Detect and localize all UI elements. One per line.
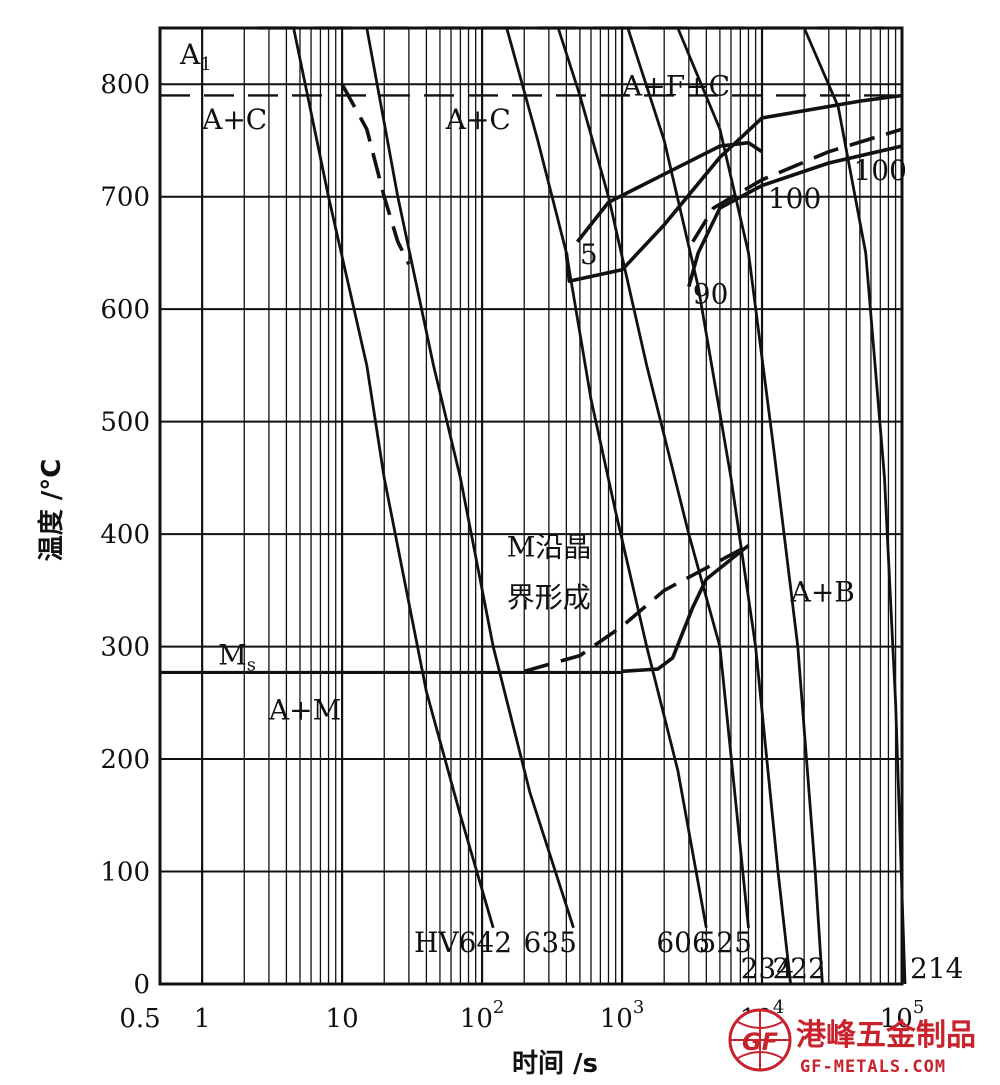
transform-line-pearlite-100 [691, 127, 903, 243]
cooling-curve-label: 214 [910, 952, 963, 985]
transform-line-pearlite-90 [687, 144, 903, 288]
globe-meridians-icon [730, 1010, 790, 1070]
y-tick-label: 400 [100, 520, 150, 550]
transform-line-upper-dashed [340, 83, 411, 265]
watermark-logo-text: GF [742, 1028, 779, 1056]
y-tick-labels: 0 100 200 300 400 500 600 700 800 [100, 70, 150, 1000]
annotation: 5 [580, 238, 598, 271]
annotation: A+M [268, 694, 341, 727]
x-tick-label: 0.5 [119, 1004, 160, 1034]
cooling-curve-label: 222 [772, 952, 825, 985]
y-tick-label: 0 [133, 970, 150, 1000]
y-tick-label: 300 [100, 633, 150, 663]
watermark: GF 港峰五金制品 GF-METALS.COM [728, 1008, 976, 1077]
cooling-curve-234 [626, 27, 792, 985]
x-axis-title: 时间 /s [512, 1049, 598, 1079]
x-tick-label: 102 [460, 997, 505, 1034]
annotation: 100 [853, 154, 906, 187]
annotation: 界形成 [507, 581, 591, 614]
annotation: M沿晶 [507, 531, 592, 564]
y-tick-label: 500 [100, 408, 150, 438]
ref-label-A1: A1 [179, 38, 212, 75]
y-tick-label: 200 [100, 745, 150, 775]
cooling-curve-606 [505, 27, 708, 929]
cooling-curve-HV642 [292, 27, 495, 929]
annotation: A+C [201, 103, 267, 136]
annotation: A+F+C [621, 69, 730, 102]
x-tick-label: 10 [326, 1004, 359, 1034]
cooling-curve-635 [365, 27, 575, 929]
annotation: A+C [445, 103, 511, 136]
cooling-curve-label: 606 [656, 926, 709, 959]
cooling-curve-label: 635 [524, 926, 577, 959]
annotation: 100 [768, 182, 821, 215]
y-axis-title: 温度 /°C [36, 459, 67, 562]
y-tick-label: 800 [100, 70, 150, 100]
grid-lines [160, 28, 902, 985]
ref-label-Ms: Ms [218, 638, 256, 675]
y-tick-label: 100 [100, 858, 150, 888]
cooling-curve-214 [802, 27, 907, 985]
y-tick-label: 700 [100, 183, 150, 213]
reference-lines: A1 Ms [160, 26, 902, 675]
watermark-en: GF-METALS.COM [800, 1057, 946, 1077]
cooling-curve-label: HV642 [414, 926, 512, 959]
transform-line-grain-boundary-M [523, 543, 750, 674]
transform-line-pearlite-5 [575, 140, 763, 243]
cooling-curve-label: 525 [698, 926, 751, 959]
annotation: A+B [790, 576, 855, 609]
x-tick-label: 1 [194, 1004, 211, 1034]
x-tick-label: 103 [600, 997, 645, 1034]
cooling-curve-222 [676, 27, 824, 985]
transform-line-pearlite-start [564, 93, 903, 283]
plot-frame [158, 26, 904, 986]
cooling-curve-label: 234 [741, 952, 794, 985]
annotation: 90 [693, 278, 729, 311]
cooling-curve-525 [556, 27, 750, 928]
watermark-cn: 港峰五金制品 [796, 1018, 976, 1053]
x-tick-label: 105 [880, 997, 925, 1034]
y-tick-label: 600 [100, 295, 150, 325]
